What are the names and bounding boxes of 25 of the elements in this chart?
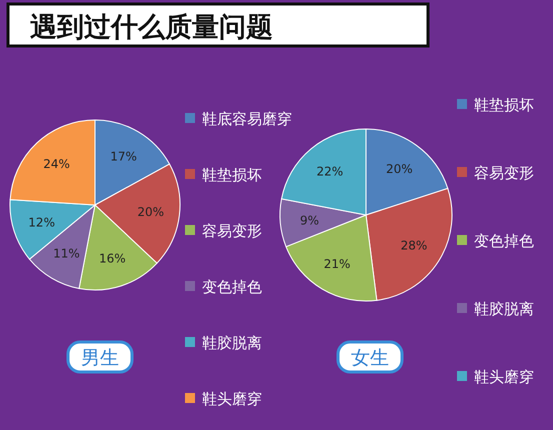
text: 男生 bbox=[81, 347, 119, 369]
data-label: 20% bbox=[137, 205, 164, 220]
legend-label: 鞋底容易磨穿 bbox=[202, 110, 292, 128]
legend-label: 鞋头磨穿 bbox=[202, 390, 262, 408]
legend-label: 变色掉色 bbox=[474, 232, 534, 250]
data-label: 20% bbox=[386, 162, 413, 176]
data-label: 21% bbox=[324, 256, 350, 271]
legend-label: 鞋垫损坏 bbox=[474, 96, 534, 114]
legend-label: 鞋头磨穿 bbox=[474, 368, 534, 386]
legend-label: 容易变形 bbox=[474, 164, 534, 182]
chart-title: 遇到过什么质量问题 bbox=[30, 12, 273, 43]
legend-label: 变色掉色 bbox=[202, 278, 262, 296]
data-label: 17% bbox=[110, 150, 137, 164]
data-label: 12% bbox=[28, 215, 55, 230]
data-label: 28% bbox=[400, 238, 428, 252]
legend-label: 鞋垫损坏 bbox=[202, 166, 262, 184]
legend-label: 鞋胶脱离 bbox=[202, 334, 262, 352]
data-label: 9% bbox=[300, 213, 320, 228]
data-label: 22% bbox=[316, 164, 344, 178]
data-label: 16% bbox=[99, 251, 126, 266]
legend-label: 鞋胶脱离 bbox=[474, 300, 534, 318]
data-label: 24% bbox=[43, 157, 70, 172]
text: 女生 bbox=[351, 347, 389, 369]
legend-label: 容易变形 bbox=[202, 222, 262, 240]
data-label: 11% bbox=[53, 246, 80, 260]
